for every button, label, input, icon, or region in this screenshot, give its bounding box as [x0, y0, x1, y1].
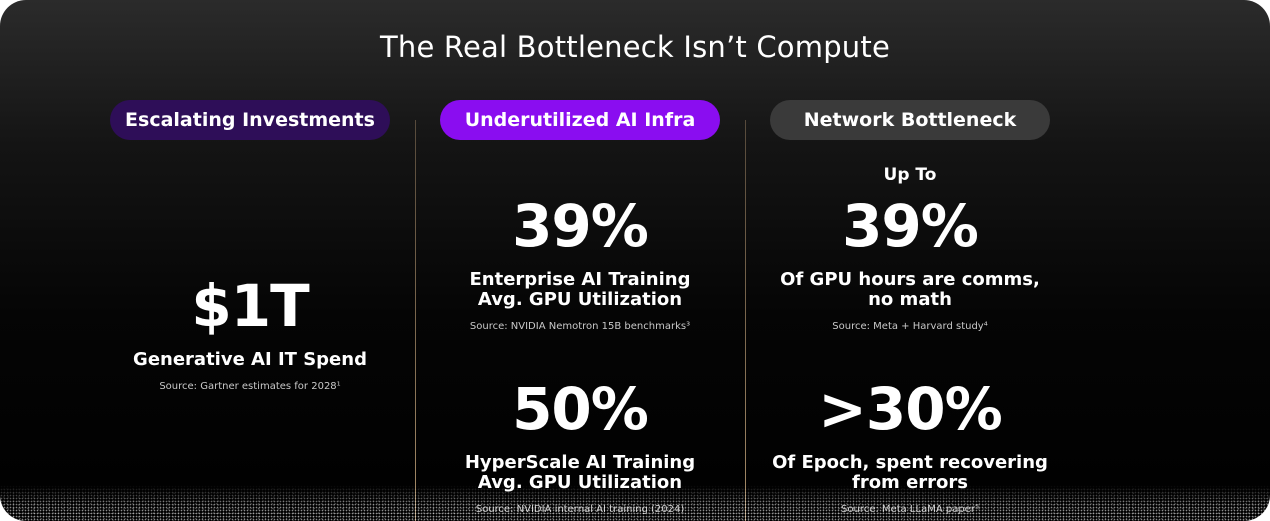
stat-label-line2: Avg. GPU Utilization: [477, 289, 683, 310]
stat-label-line2: no math: [868, 289, 952, 310]
column-divider: [745, 120, 746, 521]
column-divider: [415, 120, 416, 521]
pill-network-bottleneck: Network Bottleneck: [770, 100, 1050, 140]
stat-value: 39%: [842, 192, 979, 260]
stat-label: Generative AI IT Spend: [133, 349, 367, 370]
stat-source: Source: NVIDIA internal AI training (202…: [475, 504, 685, 515]
stat-source: Source: NVIDIA Nemotron 15B benchmarks³: [469, 321, 691, 332]
stat-prefix: Up To: [883, 165, 937, 185]
stat-value: >30%: [818, 375, 1002, 443]
stat-label-line2: Avg. GPU Utilization: [477, 472, 683, 493]
stat-source: Source: Gartner estimates for 2028¹: [159, 381, 341, 392]
stat-block-spend: $1T: [100, 274, 400, 338]
stat-label-line1: Of GPU hours are comms,: [780, 269, 1040, 290]
stat-label-line1: Enterprise AI Training: [469, 269, 691, 290]
stat-label-line1: Of Epoch, spent recovering: [772, 452, 1048, 473]
stat-label-line2: from errors: [851, 472, 968, 493]
stat-label-line1: HyperScale AI Training: [464, 452, 696, 473]
pill-escalating-investments: Escalating Investments: [110, 100, 390, 140]
stat-value: $1T: [191, 272, 309, 340]
stat-source: Source: Meta + Harvard study⁴: [832, 321, 988, 332]
stat-source: Source: Meta LLaMA paper⁵: [841, 504, 979, 515]
pill-underutilized-ai-infra: Underutilized AI Infra: [440, 100, 720, 140]
page-title: The Real Bottleneck Isn’t Compute: [379, 30, 891, 64]
stat-value: 39%: [512, 192, 649, 260]
stat-value: 50%: [512, 375, 649, 443]
